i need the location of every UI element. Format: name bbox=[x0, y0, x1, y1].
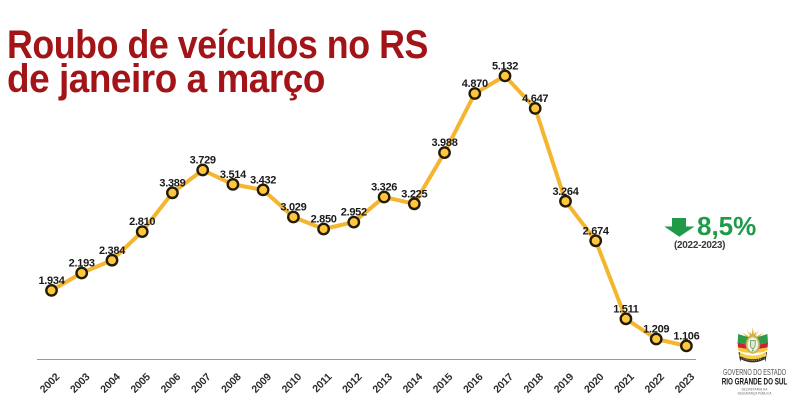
svg-text:2012: 2012 bbox=[340, 371, 365, 396]
svg-text:2023: 2023 bbox=[673, 371, 698, 396]
svg-text:2014: 2014 bbox=[401, 371, 426, 396]
svg-text:2.850: 2.850 bbox=[311, 214, 337, 226]
svg-text:4.647: 4.647 bbox=[522, 93, 548, 105]
svg-text:2005: 2005 bbox=[128, 371, 153, 396]
svg-text:RIO GRANDE DO SUL: RIO GRANDE DO SUL bbox=[722, 377, 788, 388]
svg-text:2015: 2015 bbox=[431, 371, 456, 396]
svg-text:3.029: 3.029 bbox=[280, 202, 306, 214]
svg-text:4.870: 4.870 bbox=[462, 78, 488, 90]
svg-text:1.934: 1.934 bbox=[38, 275, 65, 287]
svg-text:2011: 2011 bbox=[310, 371, 334, 395]
svg-text:2010: 2010 bbox=[280, 371, 305, 396]
svg-text:2013: 2013 bbox=[370, 371, 395, 396]
svg-text:2009: 2009 bbox=[249, 371, 274, 396]
svg-text:1.106: 1.106 bbox=[673, 331, 699, 343]
svg-text:2021: 2021 bbox=[612, 371, 637, 396]
svg-text:3.264: 3.264 bbox=[552, 186, 579, 198]
svg-text:2.384: 2.384 bbox=[99, 245, 126, 257]
svg-text:2020: 2020 bbox=[582, 371, 607, 396]
svg-text:5.132: 5.132 bbox=[492, 61, 518, 73]
svg-text:3.729: 3.729 bbox=[190, 155, 216, 167]
svg-text:3.432: 3.432 bbox=[250, 175, 276, 187]
svg-text:2003: 2003 bbox=[68, 371, 93, 396]
svg-text:2002: 2002 bbox=[38, 371, 63, 396]
svg-text:2.810: 2.810 bbox=[129, 216, 155, 228]
svg-text:3.225: 3.225 bbox=[401, 188, 427, 200]
svg-text:SECRETARIA DA: SECRETARIA DA bbox=[742, 388, 769, 392]
svg-text:2017: 2017 bbox=[491, 371, 516, 396]
svg-text:3.389: 3.389 bbox=[159, 177, 185, 189]
svg-text:2006: 2006 bbox=[159, 371, 184, 396]
svg-text:2019: 2019 bbox=[552, 371, 577, 396]
svg-text:3.514: 3.514 bbox=[220, 169, 247, 181]
svg-text:2018: 2018 bbox=[521, 371, 546, 396]
svg-text:2008: 2008 bbox=[219, 371, 244, 396]
svg-text:1.511: 1.511 bbox=[613, 303, 639, 315]
svg-text:2022: 2022 bbox=[642, 371, 667, 396]
svg-text:3.326: 3.326 bbox=[371, 182, 397, 194]
svg-text:SEGURANÇA PÚBLICA: SEGURANÇA PÚBLICA bbox=[738, 390, 773, 395]
svg-text:1.209: 1.209 bbox=[643, 324, 669, 336]
svg-text:2004: 2004 bbox=[98, 371, 123, 396]
svg-text:3.988: 3.988 bbox=[431, 137, 457, 149]
svg-text:2016: 2016 bbox=[461, 371, 486, 396]
svg-text:GOVERNO DO ESTADO: GOVERNO DO ESTADO bbox=[723, 368, 786, 377]
svg-text:2007: 2007 bbox=[189, 371, 214, 396]
svg-text:2.952: 2.952 bbox=[341, 207, 367, 219]
svg-text:2.674: 2.674 bbox=[583, 225, 610, 237]
svg-text:2.193: 2.193 bbox=[69, 258, 95, 270]
